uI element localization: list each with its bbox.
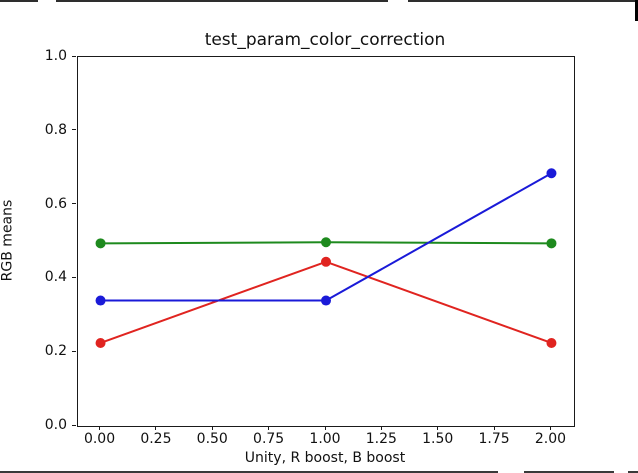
- x-tick-label: 1.25: [365, 431, 397, 447]
- edge-gap: [38, 0, 56, 2]
- blue-series-marker: [95, 295, 106, 306]
- line-series-plot: [95, 168, 557, 348]
- y-tick-label: 0.4: [44, 269, 67, 286]
- green-series-marker: [321, 237, 331, 248]
- x-tick-mark: [437, 426, 439, 430]
- x-tick-label: 0.00: [83, 431, 116, 447]
- x-tick-mark: [268, 426, 270, 430]
- green-series-marker: [95, 238, 106, 249]
- edge-gap: [388, 0, 408, 2]
- x-tick-label: 0.25: [140, 431, 172, 447]
- red-series-marker: [95, 337, 106, 348]
- red-series-marker: [321, 256, 331, 267]
- blue-series-line: [99, 172, 553, 302]
- green-series-marker: [546, 238, 557, 249]
- y-tick-mark: [72, 350, 76, 352]
- y-tick-label: 0.8: [44, 121, 67, 138]
- blue-series-marker: [321, 295, 331, 306]
- y-tick-mark: [72, 203, 76, 205]
- blue-series-marker: [546, 168, 557, 179]
- x-axis-label: Unity, R boost, B boost: [244, 450, 406, 466]
- y-tick-mark: [72, 129, 76, 131]
- y-tick-label: 0.2: [44, 343, 67, 360]
- plot-area: [77, 56, 575, 427]
- x-tick-label: 2.00: [534, 431, 567, 447]
- x-tick-mark: [493, 426, 495, 430]
- y-tick-label: 0.6: [44, 195, 67, 212]
- window-edge-artifact-right: [635, 0, 638, 21]
- x-tick-mark: [324, 426, 326, 430]
- edge-gap: [614, 471, 628, 473]
- x-tick-label: 1.75: [478, 431, 510, 447]
- x-tick-mark: [155, 426, 157, 430]
- x-tick-mark: [380, 426, 382, 430]
- red-series-marker: [546, 337, 557, 348]
- edge-gap: [498, 471, 524, 473]
- y-tick-mark: [72, 55, 76, 57]
- y-tick-mark: [72, 424, 76, 426]
- x-tick-mark: [549, 426, 551, 430]
- window-edge-artifact-top: [0, 0, 638, 2]
- y-tick-label: 0.0: [44, 417, 67, 433]
- y-tick-mark: [72, 276, 76, 278]
- x-tick-label: 1.00: [309, 431, 341, 447]
- y-tick-label: 1.0: [44, 48, 67, 64]
- x-tick-mark: [211, 426, 213, 430]
- x-tick-label: 0.50: [196, 431, 228, 447]
- window-edge-artifact-bottom: [0, 471, 638, 473]
- chart-title: test_param_color_correction: [204, 30, 446, 50]
- x-tick-label: 1.50: [422, 431, 454, 447]
- x-tick-label: 0.75: [253, 431, 285, 447]
- x-tick-mark: [99, 426, 101, 430]
